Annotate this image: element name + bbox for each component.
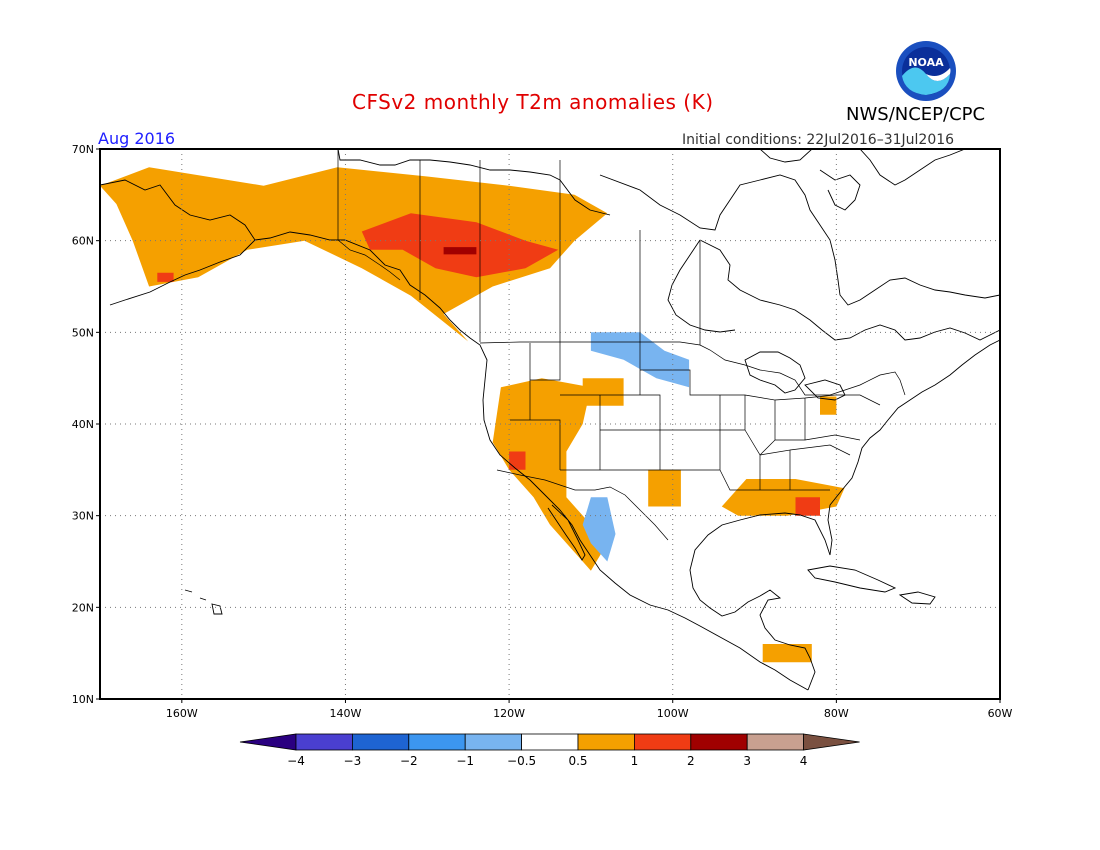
- colorbar-box: [577, 733, 635, 751]
- anomaly-region-7: [648, 469, 681, 507]
- colorbar-box: [464, 733, 523, 751]
- anomaly-fill-layer: [100, 167, 845, 663]
- political-borders-layer: [337, 149, 906, 541]
- colorbar-label: −2: [400, 754, 418, 768]
- colorbar-box: [295, 733, 353, 751]
- hawaii-coastline: [184, 589, 223, 615]
- colorbar-label: 4: [800, 754, 808, 768]
- anomaly-region-5: [509, 451, 526, 470]
- initial-conditions-label: Initial conditions: 22Jul2016–31Jul2016: [682, 132, 955, 148]
- north-america-coastline: [100, 149, 1000, 691]
- colorbar-label: 1: [631, 754, 639, 768]
- colorbar-label: 2: [687, 754, 695, 768]
- longitude-tick-label: 100W: [657, 707, 689, 720]
- hispaniola-coastline: [898, 591, 936, 605]
- longitude-tick-label: 120W: [493, 707, 525, 720]
- colorbar-label: −0.5: [507, 754, 536, 768]
- colorbar-label: −4: [287, 754, 305, 768]
- anomaly-region-8: [721, 479, 845, 516]
- forecast-month-label: Aug 2016: [98, 129, 176, 148]
- axis-labels-layer: 10N 20N 30N 40N 50N 60N 70N 160W 140W 120W 100W 80W…: [72, 143, 1013, 720]
- colorbar-box: [521, 733, 579, 751]
- colorbar-label: −3: [344, 754, 362, 768]
- longitude-tick-label: 60W: [988, 707, 1013, 720]
- anomaly-region-3: [157, 272, 174, 282]
- anomaly-region-13: [582, 497, 616, 562]
- noaa-logo-icon: NOAA: [896, 41, 956, 101]
- us-state-borders: [510, 342, 881, 491]
- latitude-tick-label: 70N: [72, 143, 94, 156]
- us-canada-border: [479, 341, 906, 396]
- longitude-tick-label: 160W: [166, 707, 198, 720]
- anomaly-region-0: [100, 167, 608, 342]
- coastline-layer: [100, 149, 1000, 691]
- anomaly-region-11: [820, 396, 837, 415]
- anomaly-region-6: [582, 378, 624, 406]
- latitude-tick-label: 40N: [72, 418, 94, 431]
- greenland-coastline: [859, 149, 966, 186]
- anomaly-region-9: [795, 497, 820, 516]
- colorbar-box: [690, 733, 748, 751]
- canada-province-borders: [419, 160, 701, 345]
- anomaly-region-1: [361, 213, 559, 278]
- colorbar-box: [634, 733, 692, 751]
- colorbar-box: [351, 733, 410, 751]
- colorbar-box: [408, 733, 466, 751]
- colorbar-label: 0.5: [568, 754, 587, 768]
- alaska-canada-border: [337, 149, 401, 281]
- colorbar-box: [746, 733, 805, 751]
- colorbar-label: 3: [743, 754, 751, 768]
- great-lakes-coastline: [744, 351, 846, 401]
- anomaly-region-2: [443, 247, 477, 255]
- longitude-tick-label: 140W: [330, 707, 362, 720]
- latitude-tick-label: 20N: [72, 601, 94, 614]
- us-mexico-border: [496, 469, 669, 541]
- colorbar-legend: −4 −3 −2 −1 −0.5 0.5 1 2 3 4: [239, 733, 860, 768]
- latitude-tick-label: 30N: [72, 510, 94, 523]
- latitude-tick-label: 10N: [72, 693, 94, 706]
- cuba-coastline: [807, 565, 897, 593]
- logo-text: NOAA: [908, 56, 944, 69]
- colorbar-high-arrow: [803, 733, 860, 751]
- latitude-tick-label: 50N: [72, 326, 94, 339]
- graticule-layer: [100, 149, 1000, 699]
- anomaly-region-4: [492, 378, 608, 571]
- longitude-tick-label: 80W: [824, 707, 849, 720]
- organization-label: NWS/NCEP/CPC: [846, 104, 986, 125]
- colorbar-label: −1: [456, 754, 474, 768]
- anomaly-region-10: [762, 644, 812, 663]
- arctic-islands-coastline: [759, 149, 861, 211]
- latitude-tick-label: 60N: [72, 235, 94, 248]
- colorbar-low-arrow: [239, 733, 297, 751]
- chart-title: CFSv2 monthly T2m anomalies (K): [352, 90, 714, 114]
